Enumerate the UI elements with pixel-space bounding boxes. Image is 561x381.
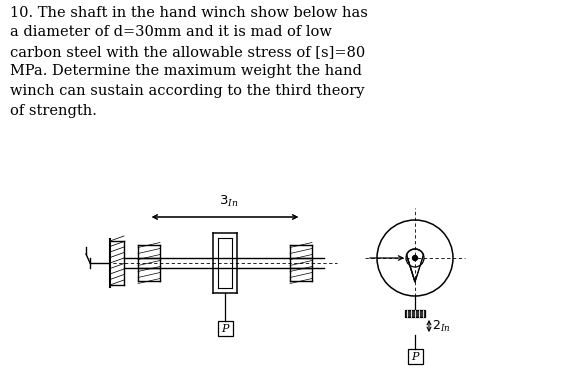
Bar <box>218 321 233 336</box>
Text: P: P <box>411 352 419 362</box>
Text: $2_{\mathregular{In}}$: $2_{\mathregular{In}}$ <box>432 319 450 333</box>
Text: P: P <box>221 323 229 333</box>
Text: 10. The shaft in the hand winch show below has
a diameter of d=30mm and it is ma: 10. The shaft in the hand winch show bel… <box>10 6 368 117</box>
Polygon shape <box>407 249 424 282</box>
Text: $3_{\mathregular{In}}$: $3_{\mathregular{In}}$ <box>219 194 239 209</box>
Bar <box>405 310 425 317</box>
Circle shape <box>412 256 417 261</box>
Bar <box>408 349 423 364</box>
